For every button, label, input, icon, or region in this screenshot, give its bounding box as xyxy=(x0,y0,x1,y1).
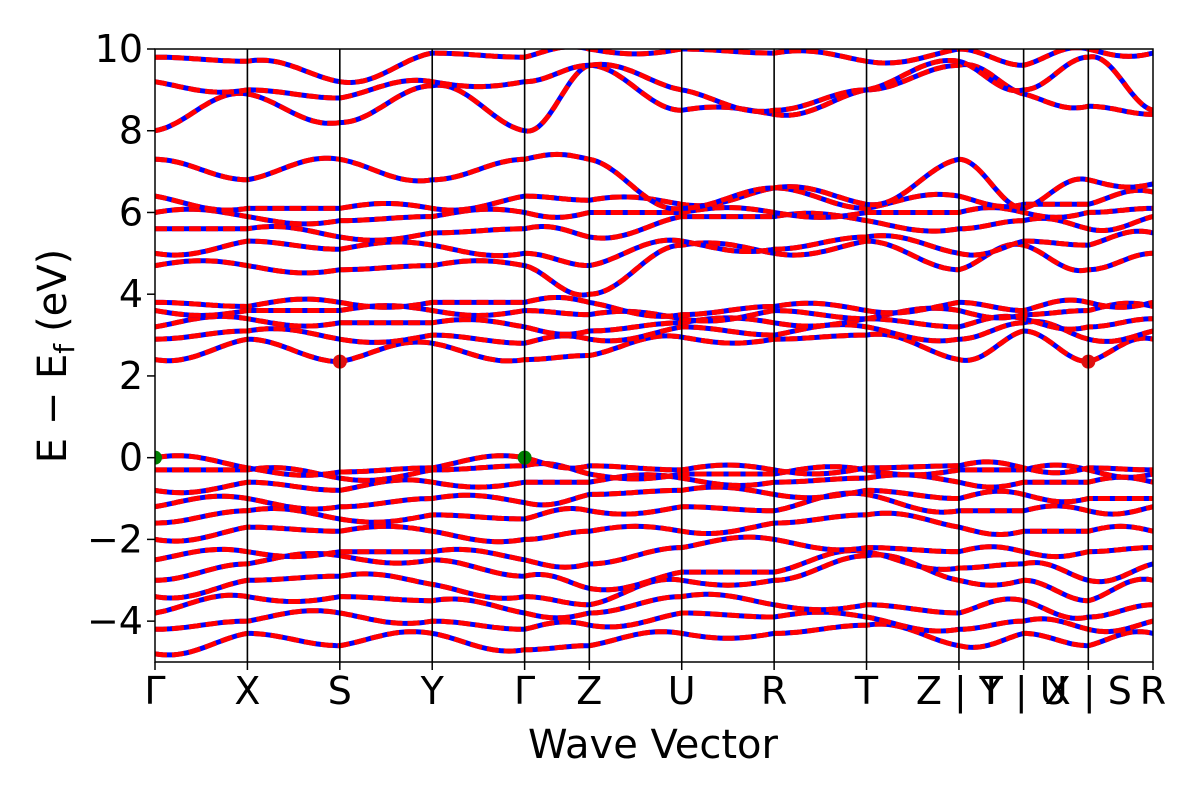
band-spin-down-1 xyxy=(155,608,1153,635)
x-tick-label-11: X | S xyxy=(1045,669,1132,714)
band-spin-down-25 xyxy=(155,49,1153,85)
y-tick-label-0: −4 xyxy=(87,599,143,643)
vbm-marker-0 xyxy=(155,450,162,465)
x-tick-label-12: R xyxy=(1140,669,1166,713)
y-axis-title-subscript: f xyxy=(48,343,81,354)
y-axis-title-unit: (eV) xyxy=(30,249,76,332)
y-axis-title: E − Ef (eV) xyxy=(30,249,81,464)
plot-frame xyxy=(154,48,1154,663)
y-axis-title-main: E − E xyxy=(30,354,76,464)
x-tick-label-1: X xyxy=(234,669,260,713)
bands-layer xyxy=(155,49,1153,658)
x-tick-label-9: Z | Y xyxy=(916,669,1003,714)
x-tick-label-4: Γ xyxy=(514,669,535,713)
x-tick-label-7: R xyxy=(761,669,787,713)
band-spin-up-18 xyxy=(155,228,1153,269)
y-tick-label-4: 4 xyxy=(119,272,143,316)
y-tick-label-1: −2 xyxy=(87,517,143,561)
x-tick-label-10: T | U xyxy=(979,669,1068,714)
y-tick-label-2: 0 xyxy=(119,436,143,480)
band-spin-down-19 xyxy=(155,210,1153,243)
x-tick-label-6: U xyxy=(668,669,696,713)
y-tick-label-6: 8 xyxy=(119,109,143,153)
x-tick-label-8: T xyxy=(854,669,879,713)
x-tick-label-0: Γ xyxy=(144,669,165,713)
x-tick-label-5: Z xyxy=(576,669,602,713)
x-axis-title: Wave Vector xyxy=(528,722,779,768)
x-tick-label-3: Y xyxy=(420,669,445,713)
y-tick-label-5: 6 xyxy=(119,190,143,234)
high-symmetry-lines xyxy=(246,49,1090,662)
y-tick-label-7: 10 xyxy=(95,27,143,71)
band-spin-down-6 xyxy=(155,510,1153,545)
band-spin-down-8 xyxy=(155,484,1153,512)
y-axis: −4 −2 0 2 4 6 8 10 xyxy=(87,27,155,643)
x-tick-label-2: S xyxy=(328,669,352,713)
band-edge-markers xyxy=(155,354,1096,465)
y-tick-label-3: 2 xyxy=(119,354,143,398)
